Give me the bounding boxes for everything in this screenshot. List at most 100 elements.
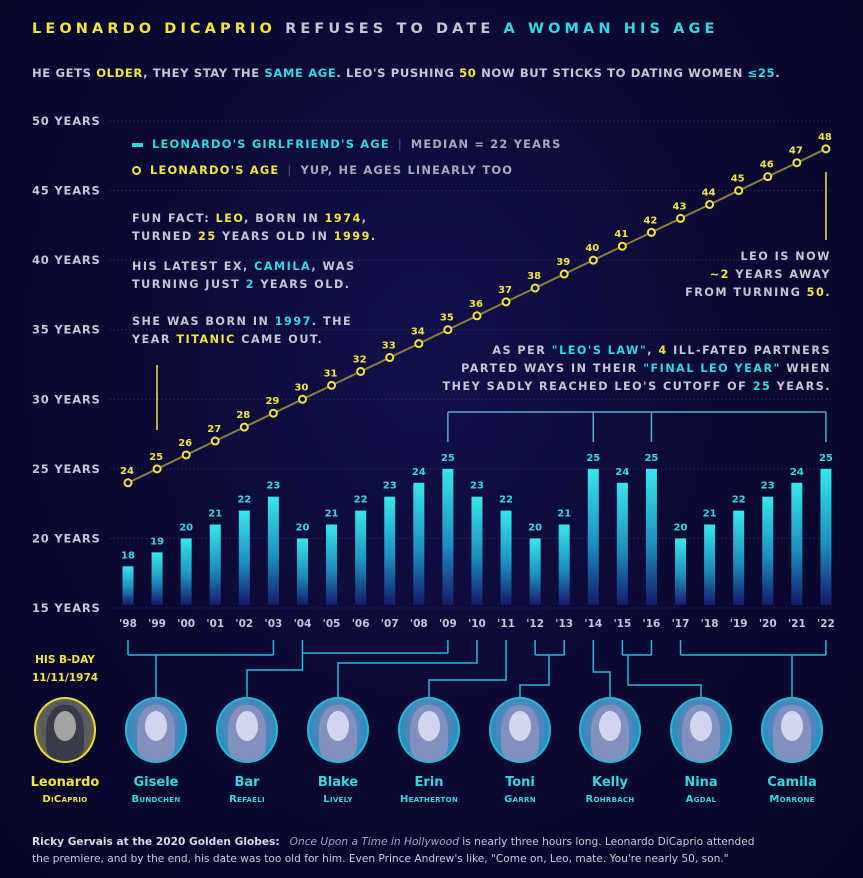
girlfriend-age-bar	[529, 538, 541, 605]
text-segment: . THE	[311, 315, 353, 328]
quote: Ricky Gervais at the 2020 Golden Globes:…	[32, 834, 754, 868]
leo-age-label: 45	[731, 174, 745, 185]
portrait-photo	[398, 697, 460, 763]
text-segment: 1997	[274, 315, 312, 328]
x-tick-label: '22	[817, 618, 835, 630]
portrait-photo	[670, 697, 732, 763]
person-kelly: Kelly Rohrbach	[565, 697, 655, 805]
connector-line	[428, 640, 507, 697]
leo-age-label: 27	[207, 424, 221, 435]
leo-age-point	[792, 158, 802, 168]
bar-value-label: 25	[586, 453, 600, 464]
girlfriend-age-bar	[267, 496, 279, 605]
girlfriend-age-bar	[704, 524, 716, 605]
leo-age-point	[297, 394, 307, 404]
text-line: THEY SADLY REACHED LEO'S CUTOFF OF 25 YE…	[443, 378, 831, 396]
bar-value-label: 24	[615, 467, 629, 478]
connector-line	[337, 640, 478, 697]
text-line: LEO IS NOW	[685, 248, 831, 266]
x-tick-label: '05	[323, 618, 341, 630]
connector-line	[246, 653, 304, 697]
leo-age-label: 29	[265, 396, 279, 407]
text-segment: 1974	[324, 212, 362, 225]
leo-age-label: 26	[178, 438, 192, 449]
leo-age-point	[821, 144, 831, 154]
x-tick-label: '99	[148, 618, 166, 630]
leo-age-point	[705, 199, 715, 209]
girlfriend-age-bar	[355, 510, 367, 605]
leo-age-label: 48	[818, 132, 832, 143]
x-tick-label: '15	[613, 618, 631, 630]
text-segment: . LEO'S PUSHING	[336, 66, 460, 80]
x-tick-label: '19	[730, 618, 748, 630]
text-segment: FROM TURNING	[685, 286, 807, 299]
leo-age-point	[734, 186, 744, 196]
text-line: ~2 YEARS AWAY	[685, 266, 831, 284]
note-leo-now: LEO IS NOW ~2 YEARS AWAY FROM TURNING 50.	[685, 248, 831, 302]
person-first-name: Bar	[234, 775, 260, 790]
connector-line	[519, 655, 550, 697]
text-segment: 2	[245, 278, 255, 291]
leo-age-label: 25	[149, 452, 163, 463]
person-first-name: Leonardo	[30, 775, 100, 790]
leo-age-point	[588, 255, 598, 265]
portrait-photo	[489, 697, 551, 763]
leo-age-point	[676, 213, 686, 223]
text-segment: TURNING JUST	[132, 278, 246, 291]
x-tick-label: '09	[439, 618, 457, 630]
legend-girlfriend-desc: MEDIAN = 22 YEARS	[410, 137, 562, 151]
text-segment: CAME OUT.	[235, 333, 324, 346]
birthday-title: HIS B-DAY	[35, 654, 95, 666]
girlfriend-age-bar	[645, 468, 657, 605]
girlfriend-age-bar	[500, 510, 512, 605]
bar-value-label: 19	[150, 536, 164, 547]
leo-age-label: 24	[120, 466, 134, 477]
circle-legend-icon	[132, 166, 141, 175]
person-last-name: Garrn	[504, 794, 536, 805]
x-tick-label: '17	[672, 618, 690, 630]
leo-age-point	[152, 464, 162, 474]
leo-age-point	[763, 172, 773, 182]
face-shape	[236, 711, 258, 741]
person-toni: Toni Garrn	[475, 697, 565, 805]
leo-age-label: 33	[382, 341, 396, 352]
leo-age-label: 38	[527, 271, 541, 282]
face-shape	[145, 711, 167, 741]
x-tick-label: '06	[352, 618, 370, 630]
leo-age-label: 44	[702, 187, 716, 198]
connector-line	[627, 655, 702, 697]
leo-age-label: 43	[673, 201, 687, 212]
girlfriend-age-bar	[384, 496, 396, 605]
person-camila: Camila Morrone	[747, 697, 837, 805]
text-segment: ,	[647, 344, 659, 357]
person-erin: Erin Heatherton	[384, 697, 474, 805]
leo-age-label: 28	[236, 410, 250, 421]
x-tick-label: '03	[264, 618, 282, 630]
person-leonardo: Leonardo DiCaprio	[20, 697, 110, 805]
text-segment: .	[370, 230, 377, 243]
text-segment: SAME AGE	[264, 66, 337, 80]
text-segment: .	[775, 66, 781, 80]
birthday-date: 11/11/1974	[31, 672, 99, 684]
person-last-name: Refaeli	[229, 794, 265, 805]
leo-age-point	[239, 422, 249, 432]
leo-age-label: 34	[411, 327, 425, 338]
girlfriend-age-bar	[296, 538, 308, 605]
leo-age-point	[530, 283, 540, 293]
legend-separator: |	[287, 163, 293, 177]
person-last-name: Bundchen	[131, 794, 181, 805]
person-last-name: Rohrbach	[585, 794, 635, 805]
face-shape	[418, 711, 440, 741]
text-line: FUN FACT: LEO, BORN IN 1974,	[132, 210, 377, 228]
text-line: AS PER "LEO'S LAW", 4 ILL-FATED PARTNERS	[443, 342, 831, 360]
text-segment: , WAS	[311, 260, 356, 273]
text-segment: 50	[459, 66, 477, 80]
girlfriend-age-bar	[442, 468, 454, 605]
note-leos-law: AS PER "LEO'S LAW", 4 ILL-FATED PARTNERS…	[443, 342, 831, 396]
y-tick-label: 15 YEARS	[32, 601, 101, 615]
text-segment: , BORN IN	[244, 212, 325, 225]
text-segment: 25	[752, 380, 772, 393]
text-segment: THEY SADLY REACHED LEO'S CUTOFF OF	[442, 380, 753, 393]
note-latest-ex: HIS LATEST EX, CAMILA, WAS TURNING JUST 2…	[132, 258, 356, 294]
